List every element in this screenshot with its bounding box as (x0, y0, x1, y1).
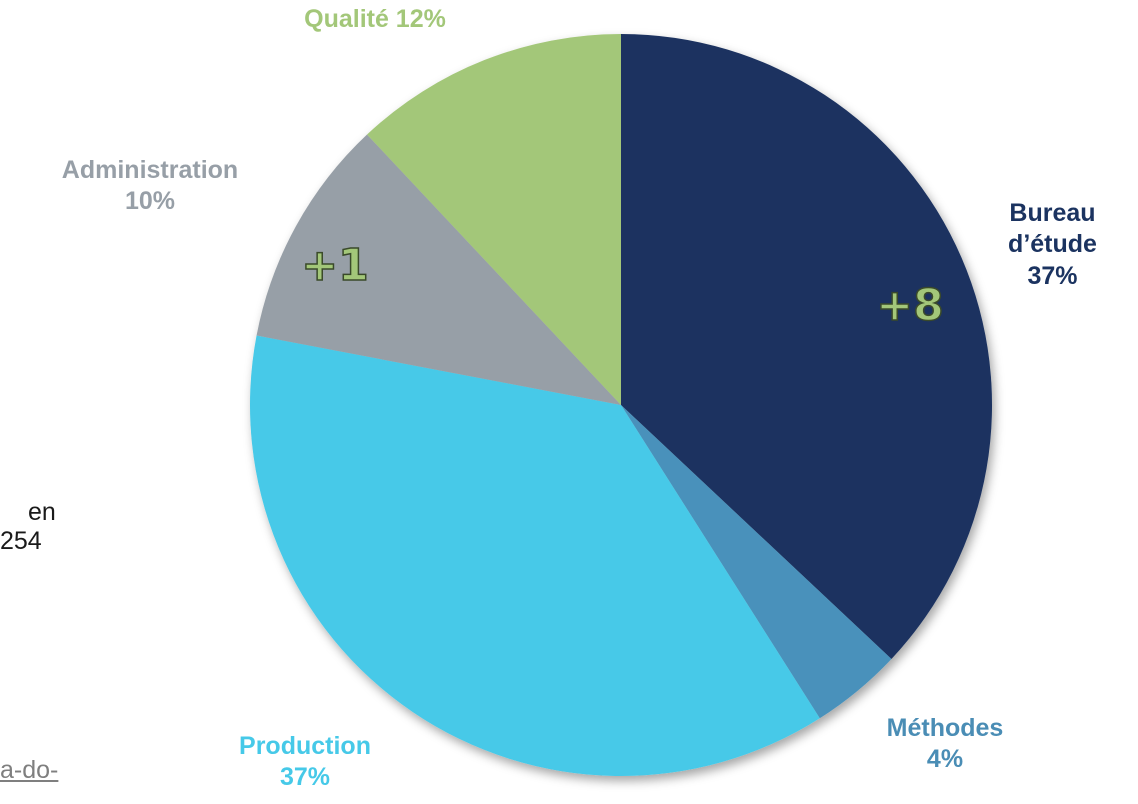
side-text-line: en (0, 498, 56, 527)
slice-label-administration: Administration 10% (5, 155, 295, 218)
label-line: 37% (980, 261, 1125, 292)
label-line: Qualité 12% (240, 4, 510, 35)
label-line: Méthodes (865, 713, 1025, 744)
side-text-line: 254 (0, 527, 56, 556)
delta-annotation-administration: +1 (301, 240, 368, 291)
label-line: 37% (195, 762, 415, 793)
label-line: d’étude (980, 229, 1125, 260)
label-line: 4% (865, 744, 1025, 775)
label-line: Administration (5, 155, 295, 186)
delta-annotation-bureau: +8 (876, 280, 943, 331)
slice-label-methodes: Méthodes 4% (865, 713, 1025, 776)
slice-label-production: Production 37% (195, 731, 415, 794)
label-line: Bureau (980, 198, 1125, 229)
slice-label-bureau: Bureau d’étude 37% (980, 198, 1125, 292)
cropped-side-link[interactable]: a-do- (0, 756, 58, 785)
cropped-side-text: en 254 (0, 498, 56, 556)
slice-label-qualite: Qualité 12% (240, 4, 510, 35)
label-line: 10% (5, 186, 295, 217)
label-line: Production (195, 731, 415, 762)
